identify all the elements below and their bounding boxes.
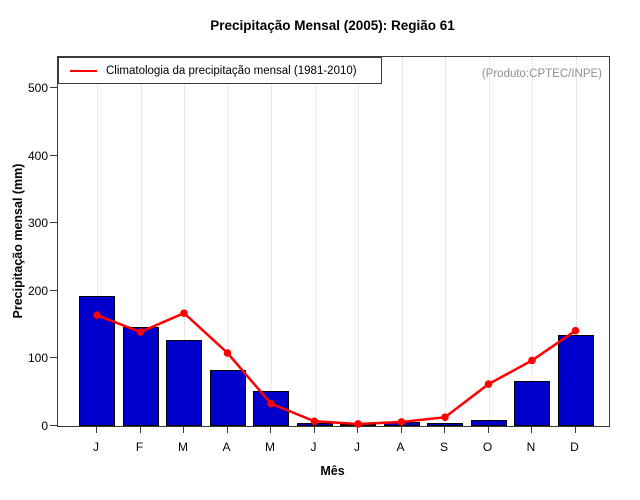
climatology-point-11 bbox=[571, 326, 580, 335]
gridline bbox=[184, 57, 185, 426]
climatology-point-7 bbox=[397, 418, 406, 426]
climatology-point-1 bbox=[136, 328, 145, 336]
x-tick-label-8: S bbox=[439, 440, 448, 454]
x-tick-label-4: M bbox=[265, 440, 275, 454]
x-tick-label-2: M bbox=[178, 440, 188, 454]
gridline bbox=[227, 57, 229, 426]
y-tick bbox=[50, 154, 57, 156]
x-tick bbox=[96, 426, 97, 433]
x-tick-label-1: F bbox=[135, 440, 144, 454]
climatology-point-4 bbox=[267, 399, 275, 408]
climatology-point-9 bbox=[484, 380, 493, 388]
climatology-point-2 bbox=[180, 309, 188, 317]
climatology-point-8 bbox=[441, 413, 449, 422]
legend-box: Climatologia da precipitação mensal (198… bbox=[58, 57, 382, 84]
y-tick-label: 400 bbox=[27, 148, 48, 163]
y-tick bbox=[50, 357, 57, 359]
x-tick-label-10: N bbox=[526, 440, 536, 454]
x-tick bbox=[183, 426, 184, 433]
x-tick bbox=[270, 426, 271, 433]
bar-D-11 bbox=[557, 335, 594, 426]
gridline bbox=[358, 57, 359, 426]
y-tick-label: 100 bbox=[27, 351, 48, 366]
climatology-line bbox=[93, 309, 580, 428]
gridline bbox=[271, 57, 272, 426]
x-tick-label-9: O bbox=[482, 440, 493, 454]
x-tick bbox=[139, 426, 141, 433]
x-tick-label-6: J bbox=[354, 440, 360, 454]
gridline bbox=[488, 57, 490, 426]
bar-F-1 bbox=[122, 327, 159, 426]
x-tick-label-7: A bbox=[396, 440, 405, 454]
x-tick bbox=[400, 426, 402, 433]
x-tick bbox=[357, 426, 358, 433]
bar-O-9 bbox=[470, 419, 507, 426]
y-tick-label: 200 bbox=[27, 283, 48, 298]
climatology-point-6 bbox=[354, 420, 362, 428]
legend-label: Climatologia da precipitação mensal (198… bbox=[106, 64, 357, 77]
gridline bbox=[401, 57, 403, 426]
y-tick bbox=[50, 222, 57, 224]
y-tick-label: 500 bbox=[27, 81, 48, 96]
y-tick-label: 300 bbox=[27, 216, 48, 231]
gridline bbox=[314, 57, 316, 426]
bar-A-3 bbox=[209, 369, 246, 426]
y-tick bbox=[50, 289, 57, 291]
climatology-point-10 bbox=[528, 356, 536, 365]
legend-line-swatch bbox=[70, 69, 97, 72]
climatology-point-0 bbox=[93, 311, 101, 319]
climatology-polyline bbox=[96, 311, 577, 426]
climatology-point-3 bbox=[223, 349, 232, 357]
gridline bbox=[445, 57, 446, 426]
x-tick bbox=[531, 426, 532, 433]
gridline bbox=[97, 57, 98, 426]
x-axis-title: Mês bbox=[320, 464, 345, 478]
x-tick bbox=[487, 426, 489, 433]
x-tick-label-11: D bbox=[570, 440, 579, 454]
y-tick bbox=[50, 87, 57, 89]
x-tick bbox=[444, 426, 445, 433]
bar-M-2 bbox=[166, 339, 202, 426]
watermark-text: (Produto:CPTEC/INPE) bbox=[481, 68, 602, 80]
gridline bbox=[532, 57, 533, 426]
plot-area: Climatologia da precipitação mensal (198… bbox=[57, 56, 610, 428]
x-tick bbox=[574, 426, 576, 433]
climatology-point-5 bbox=[310, 417, 319, 426]
bar-N-10 bbox=[514, 381, 550, 426]
gridline bbox=[575, 57, 577, 426]
x-tick bbox=[313, 426, 315, 433]
x-tick-label-3: A bbox=[222, 440, 231, 454]
bar-S-8 bbox=[427, 422, 463, 426]
x-tick-label-5: J bbox=[310, 440, 317, 454]
y-tick-label: 0 bbox=[41, 419, 48, 433]
x-tick-label-0: J bbox=[93, 440, 99, 454]
gridline bbox=[140, 57, 142, 426]
y-axis-title: Precipitação mensal (mm) bbox=[11, 163, 25, 319]
chart-title: Precipitação Mensal (2005): Região 61 bbox=[210, 18, 455, 33]
x-tick bbox=[226, 426, 228, 433]
y-tick bbox=[50, 425, 57, 426]
